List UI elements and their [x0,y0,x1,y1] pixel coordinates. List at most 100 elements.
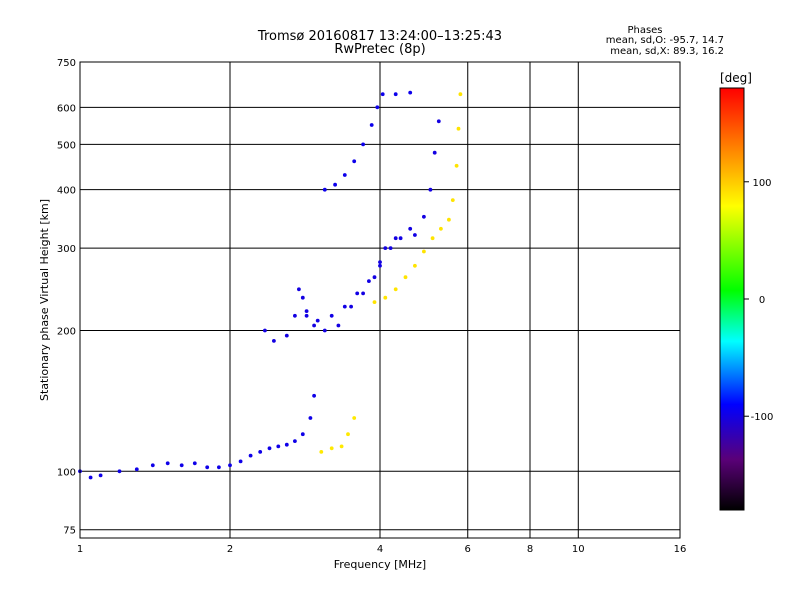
data-point [293,313,297,318]
colorbar-ticks: 100 0 -100 [744,178,773,423]
data-point [398,236,403,241]
data-point [192,461,197,466]
x-tick-label: 8 [527,544,533,555]
data-point [228,463,232,468]
data-point [308,416,313,420]
data-point [422,214,426,219]
data-point [413,263,417,268]
data-point [238,459,243,464]
data-point [284,442,289,447]
y-tick-label: 400 [57,186,76,197]
colorbar-tick-label: 100 [752,178,771,189]
data-point [333,182,337,187]
y-tick-label: 500 [57,140,76,151]
y-axis-label: Stationary phase Virtual Height [km] [38,199,51,401]
data-point [319,450,324,454]
data-point [217,465,221,470]
data-point [422,249,426,254]
y-tick-label: 200 [57,326,76,337]
data-point [367,279,371,283]
x-tick-label: 4 [377,544,383,555]
data-point [272,339,276,343]
data-point [98,473,103,478]
x-axis-ticks: 1 2 4 6 8 10 16 [77,544,687,555]
colorbar-tick-label: 0 [759,295,765,306]
chart-subtitle: RwPretec (8p) [334,42,425,57]
data-point [312,323,316,328]
data-point [117,469,122,474]
data-point [150,463,155,468]
data-point [342,173,347,177]
data-point [361,142,365,147]
data-point [300,295,305,300]
x-tick-label: 1 [77,544,83,555]
data-point [388,246,393,251]
y-tick-label: 100 [57,467,76,478]
colorbar-tick-label: -100 [751,412,774,423]
y-tick-label: 600 [57,103,76,114]
x-tick-label: 2 [227,544,233,555]
data-point [393,92,398,97]
data-point [428,187,433,192]
data-point [458,92,463,97]
data-point [329,446,334,451]
data-point [408,90,413,95]
data-point [349,304,353,309]
chart-title: Tromsø 20160817 13:24:00–13:25:43 [257,29,502,44]
data-point [372,275,377,280]
data-point [312,393,316,398]
data-point [383,295,388,300]
colorbar [719,87,745,511]
data-point [346,432,350,437]
data-point [352,416,357,420]
data-point [322,328,327,333]
data-point [393,236,398,241]
stats-o-mode: mean, sd,O: -95.7, 14.7 [606,35,724,46]
data-point [304,309,309,313]
data-point [430,236,435,241]
plot-frame [79,61,681,539]
data-point [304,313,309,318]
data-point [88,475,93,480]
x-tick-label: 6 [465,544,471,555]
y-tick-label: 750 [57,58,76,69]
data-point [369,123,374,127]
data-point [408,226,413,231]
data-point [300,432,305,437]
data-point [439,226,443,231]
data-point [361,291,365,296]
data-point [258,450,263,454]
data-point [380,92,385,97]
data-point [403,275,408,280]
data-points [78,90,463,480]
data-point [456,126,461,131]
data-point [413,233,417,237]
y-tick-label: 75 [63,526,76,537]
y-tick-label: 300 [57,244,76,255]
data-point [436,119,441,124]
data-point [339,444,344,449]
data-point [315,318,320,323]
x-axis-label: Frequency [MHz] [334,558,426,571]
x-tick-label: 16 [674,544,687,555]
data-point [378,263,382,268]
y-axis-ticks: 75 100 200 300 400 500 600 750 [57,58,76,537]
data-point [355,291,360,296]
data-point [165,461,170,466]
colorbar-label: [deg] [720,71,752,85]
data-point [372,300,377,304]
data-point [454,163,459,168]
data-point [447,217,451,222]
data-point [342,304,347,309]
data-point [276,444,281,449]
data-point [432,150,437,155]
gridlines [79,61,681,538]
data-point [322,187,327,192]
data-point [134,467,139,472]
stats-x-mode: mean, sd,X: 89.3, 16.2 [610,46,724,57]
data-point [352,159,357,164]
stats-title: Phases [627,25,662,36]
data-point [293,439,297,443]
data-point [329,313,334,318]
